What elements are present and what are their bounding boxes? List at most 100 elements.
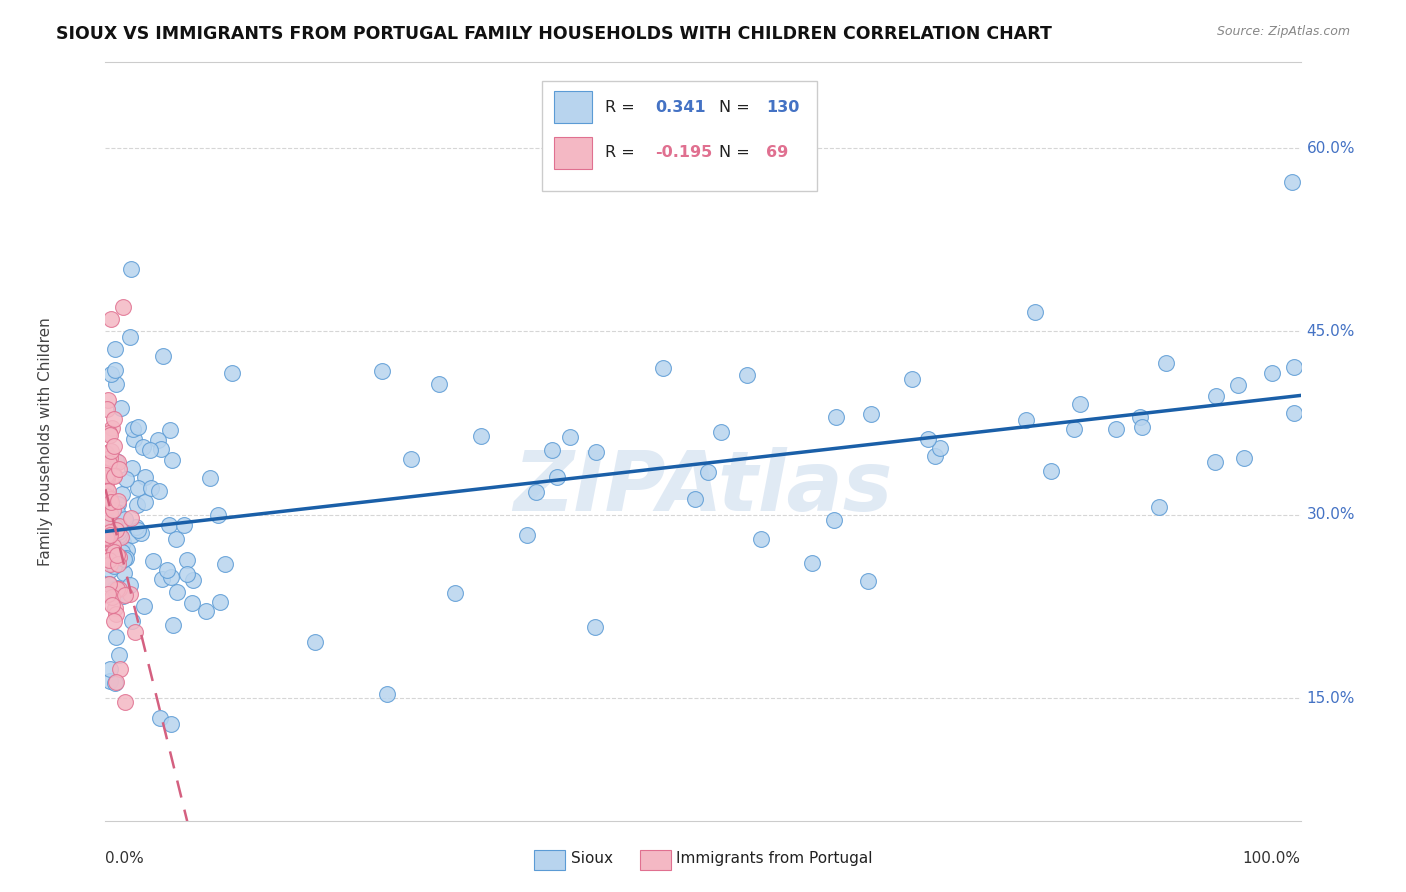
Point xyxy=(149,711,172,725)
Point xyxy=(142,554,165,568)
Point xyxy=(516,528,538,542)
Point xyxy=(132,599,155,613)
Point xyxy=(221,366,243,380)
Point xyxy=(108,582,131,597)
Point xyxy=(98,425,121,440)
Point xyxy=(1129,409,1152,424)
Point xyxy=(104,363,127,377)
Point xyxy=(111,300,134,314)
Point xyxy=(115,472,138,486)
Point xyxy=(112,534,135,549)
Point xyxy=(104,607,127,621)
Point xyxy=(96,468,118,483)
Text: 45.0%: 45.0% xyxy=(1306,324,1355,339)
Point xyxy=(825,410,848,425)
Point xyxy=(107,519,129,533)
Point xyxy=(94,479,117,493)
Point xyxy=(104,676,127,690)
Point xyxy=(401,452,423,467)
Point xyxy=(148,434,170,448)
Point xyxy=(96,402,118,417)
Point xyxy=(125,519,148,533)
Point xyxy=(540,443,562,458)
Point xyxy=(1130,420,1153,434)
Point xyxy=(98,456,121,470)
Point xyxy=(110,662,132,676)
Point xyxy=(101,590,124,604)
Point xyxy=(97,515,120,529)
Point xyxy=(107,497,129,511)
Point xyxy=(132,440,155,454)
Point xyxy=(173,518,195,533)
Point xyxy=(105,582,128,596)
Point xyxy=(928,441,950,455)
Point xyxy=(1260,366,1282,380)
Point xyxy=(1281,175,1303,189)
Point xyxy=(134,469,156,483)
Point xyxy=(114,550,136,565)
Point xyxy=(162,618,184,632)
Point xyxy=(127,481,149,495)
Point xyxy=(121,614,143,628)
Point xyxy=(129,526,152,541)
Point xyxy=(112,552,135,566)
Point xyxy=(97,393,120,408)
Point xyxy=(1104,422,1126,436)
Point xyxy=(108,549,131,564)
Point xyxy=(98,553,121,567)
Point xyxy=(101,539,124,553)
Point xyxy=(100,312,122,326)
Point xyxy=(94,467,117,481)
Point xyxy=(96,532,118,546)
Text: 130: 130 xyxy=(766,100,800,115)
Point xyxy=(127,420,149,434)
Point xyxy=(652,360,675,375)
Point xyxy=(157,518,180,533)
Point xyxy=(98,527,121,541)
Point xyxy=(107,648,129,662)
Point xyxy=(1282,359,1305,374)
Point xyxy=(560,430,582,444)
Point xyxy=(122,432,145,446)
Point xyxy=(1205,389,1227,403)
Point xyxy=(98,557,121,571)
Point xyxy=(152,349,174,363)
Point xyxy=(856,574,879,588)
Point xyxy=(924,449,946,463)
Point xyxy=(105,674,128,689)
Point xyxy=(176,553,198,567)
Point xyxy=(104,342,127,356)
Point xyxy=(138,443,160,458)
Point xyxy=(134,494,156,508)
Text: 15.0%: 15.0% xyxy=(1306,690,1355,706)
Point xyxy=(1282,406,1305,420)
Point xyxy=(160,453,183,467)
Point xyxy=(98,549,121,564)
Point xyxy=(427,377,450,392)
Point xyxy=(1024,305,1046,319)
Point xyxy=(94,489,117,503)
Point xyxy=(148,484,170,499)
Point xyxy=(121,527,143,541)
Point xyxy=(120,587,142,601)
Point xyxy=(1069,397,1091,411)
Text: ZIPAtlas: ZIPAtlas xyxy=(513,447,893,527)
Point xyxy=(96,472,118,486)
Point xyxy=(98,428,121,442)
Point xyxy=(121,461,143,475)
Text: R =: R = xyxy=(605,145,640,161)
Point xyxy=(1147,500,1170,514)
Point xyxy=(801,556,824,570)
Point xyxy=(127,523,149,537)
FancyBboxPatch shape xyxy=(554,136,592,169)
Point xyxy=(1233,450,1256,465)
Point xyxy=(98,563,121,577)
Point xyxy=(583,619,606,633)
Point xyxy=(94,446,117,460)
Point xyxy=(900,372,922,386)
Point xyxy=(103,468,125,483)
Point xyxy=(122,422,145,436)
Point xyxy=(546,469,568,483)
Text: SIOUX VS IMMIGRANTS FROM PORTUGAL FAMILY HOUSEHOLDS WITH CHILDREN CORRELATION CH: SIOUX VS IMMIGRANTS FROM PORTUGAL FAMILY… xyxy=(56,25,1052,43)
Point xyxy=(100,367,122,381)
